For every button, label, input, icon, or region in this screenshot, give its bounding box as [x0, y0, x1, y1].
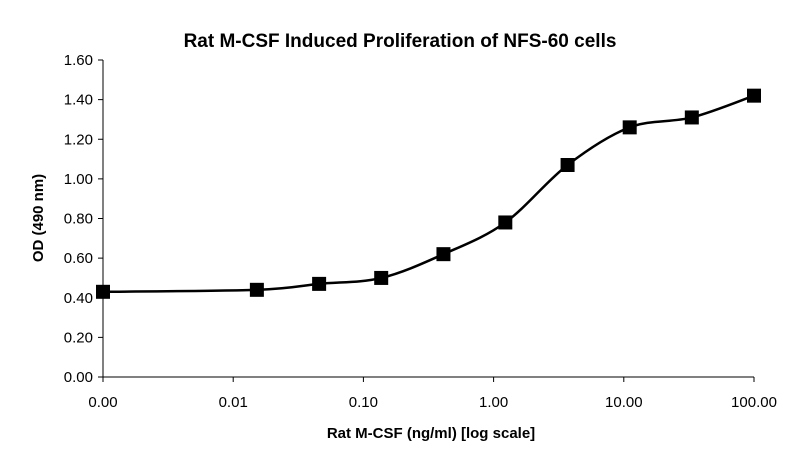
x-tick-label: 100.00 — [731, 394, 777, 411]
series-line — [102, 94, 755, 294]
x-ticks: 0.00 0.01 0.10 1.00 10.00 100.00 — [88, 377, 777, 411]
y-tick-label: 1.20 — [64, 131, 93, 148]
axes — [102, 60, 754, 378]
x-tick-label: 0.00 — [88, 394, 117, 411]
x-tick-label: 0.01 — [219, 394, 248, 411]
y-ticks: 0.00 0.20 0.40 0.60 0.80 1.00 1.20 1.40 1.60 — [64, 52, 103, 386]
data-point-marker — [436, 247, 451, 262]
y-tick-label: 0.20 — [64, 329, 93, 346]
y-tick-label: 1.40 — [64, 92, 93, 109]
data-point-marker — [684, 110, 699, 125]
y-tick-label: 1.60 — [64, 52, 93, 69]
y-tick-label: 0.00 — [64, 369, 93, 386]
y-tick-label: 0.40 — [64, 290, 93, 307]
data-point-marker — [560, 158, 575, 173]
x-tick-label: 1.00 — [479, 394, 508, 411]
series-layer — [96, 88, 761, 299]
x-tick-label: 10.00 — [605, 394, 643, 411]
data-point-marker — [747, 88, 761, 103]
y-tick-label: 1.00 — [64, 171, 93, 188]
data-point-marker — [312, 276, 327, 291]
data-point-marker — [249, 282, 264, 297]
data-point-marker — [96, 284, 110, 299]
x-tick-label: 0.10 — [349, 394, 378, 411]
data-point-marker — [498, 215, 513, 230]
x-axis-title: Rat M-CSF (ng/ml) [log scale] — [327, 425, 535, 442]
chart-title: Rat M-CSF Induced Proliferation of NFS-6… — [184, 31, 617, 52]
y-tick-label: 0.80 — [64, 211, 93, 228]
y-axis-title: OD (490 nm) — [30, 174, 47, 262]
y-tick-label: 0.60 — [64, 250, 93, 267]
data-point-marker — [374, 270, 389, 285]
data-point-marker — [622, 120, 637, 135]
